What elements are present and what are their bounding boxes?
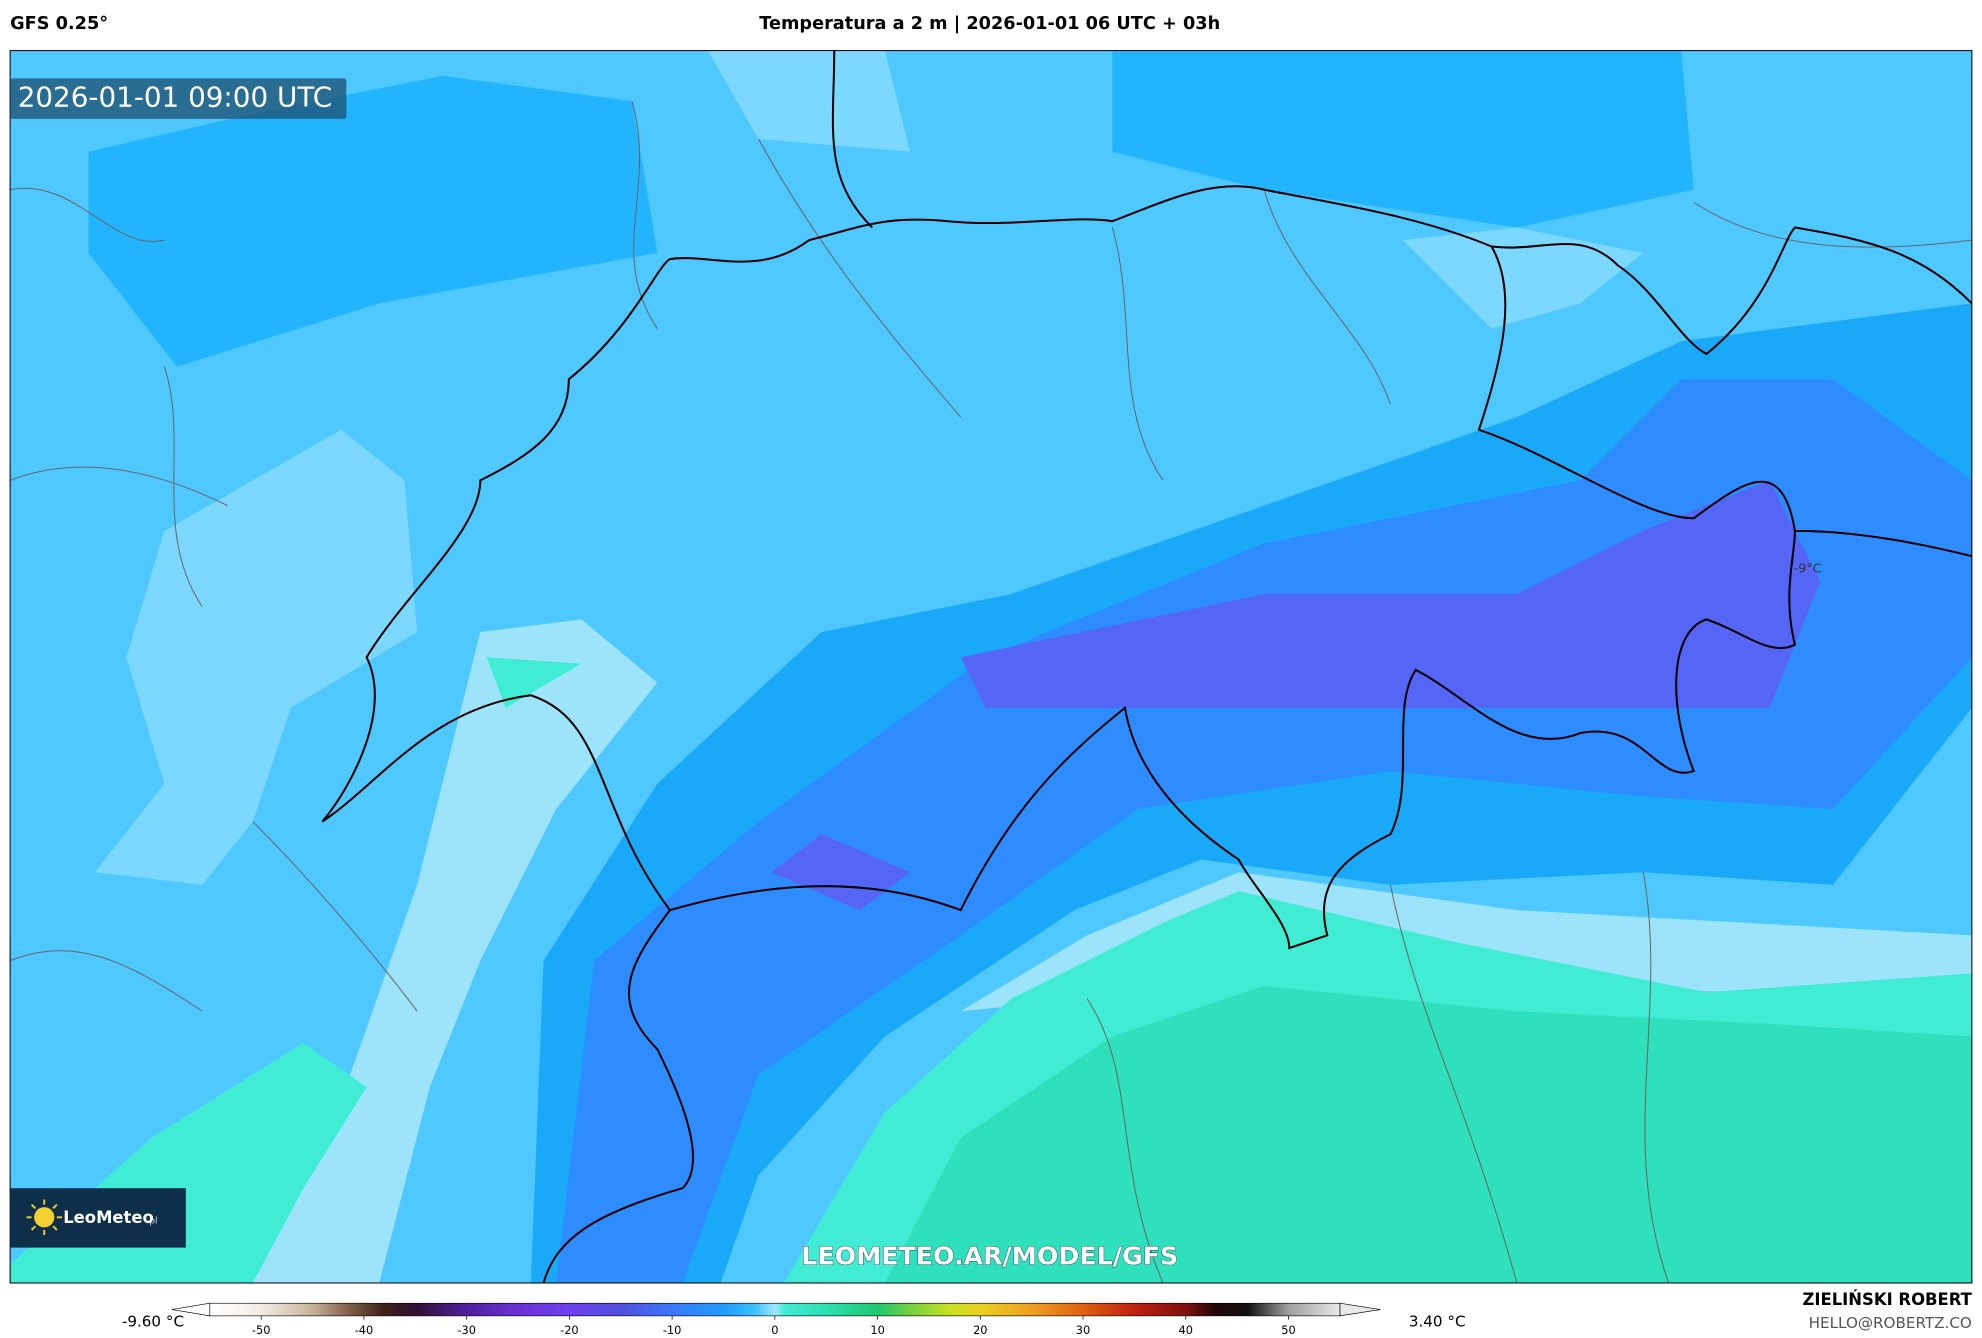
colorbar-min: -9.60 °C: [122, 1313, 184, 1331]
colorbar-max: 3.40 °C: [1409, 1313, 1466, 1331]
colorbar-tick-label: 40: [1179, 1323, 1193, 1337]
credit-contact: HELLO@ROBERTZ.CO: [1809, 1314, 1972, 1332]
colorbar-bar: [209, 1302, 1341, 1317]
model-label: GFS 0.25°: [10, 14, 108, 34]
point-label: -9°C: [1794, 560, 1822, 575]
logo-suffix: .pl: [147, 1217, 158, 1227]
map-title: Temperatura a 2 m | 2026-01-01 06 UTC + …: [759, 14, 1220, 34]
watermark: LEOMETEO.AR/MODEL/GFS: [801, 1242, 1178, 1271]
timestamp: 2026-01-01 09:00 UTC: [18, 81, 332, 114]
colorbar-tick-label: -50: [252, 1323, 271, 1337]
colorbar-arrow-right: [1339, 1302, 1381, 1317]
colorbar-tick-label: -40: [355, 1323, 374, 1337]
colorbar-tick-label: 50: [1281, 1323, 1295, 1337]
colorbar-tick-label: 10: [870, 1323, 884, 1337]
colorbar-tick-label: 20: [973, 1323, 987, 1337]
logo-name: LeoMeteo: [63, 1208, 154, 1227]
credit-author: ZIELIŃSKI ROBERT: [1802, 1290, 1972, 1309]
colorbar-tick-label: -30: [457, 1323, 476, 1337]
colorbar: -50 -40 -30 -20 -10 0 10 20 30 40 50: [171, 1302, 1381, 1337]
colorbar-tick-label: 0: [771, 1323, 778, 1337]
colorbar-tick-label: -10: [663, 1323, 682, 1337]
temperature-field: [10, 50, 1972, 1284]
colorbar-tick-label: -20: [560, 1323, 579, 1337]
colorbar-tick-label: 30: [1076, 1323, 1090, 1337]
